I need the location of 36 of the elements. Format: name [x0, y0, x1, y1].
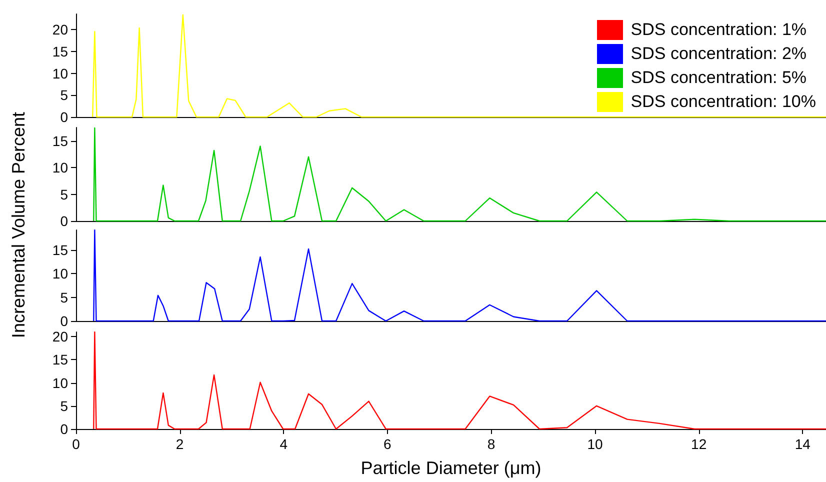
y-tick-label: 15: [52, 352, 68, 368]
y-tick-label: 10: [52, 160, 68, 176]
legend-label: SDS concentration: 1%: [630, 20, 807, 40]
line-series: [93, 331, 826, 430]
y-tick-label: 15: [52, 44, 68, 60]
y-tick-label: 20: [52, 22, 68, 38]
line-series: [92, 14, 826, 118]
y-tick-label: 0: [60, 313, 68, 329]
y-tick-label: 10: [52, 65, 68, 82]
line-series: [93, 229, 826, 322]
x-axis-title: Particle Diameter (μm): [360, 458, 542, 478]
x-tick-label: 4: [280, 436, 288, 452]
y-tick-label: 15: [52, 132, 68, 149]
x-tick-label: 14: [794, 436, 811, 452]
y-tick-label: 15: [52, 242, 68, 258]
x-tick-label: 10: [587, 436, 604, 452]
y-tick-label: 5: [60, 186, 68, 202]
y-tick-label: 10: [52, 374, 68, 391]
y-tick-label: 0: [60, 213, 68, 229]
legend-label: SDS concentration: 2%: [630, 44, 807, 64]
x-tick-label: 8: [487, 436, 496, 452]
legend-label: SDS concentration: 10%: [630, 92, 816, 112]
legend-label: SDS concentration: 5%: [630, 68, 807, 88]
y-tick-label: 5: [60, 87, 68, 104]
x-tick-label: 12: [691, 436, 707, 452]
x-tick-label: 0: [72, 436, 80, 452]
x-tick-label: 6: [384, 436, 392, 452]
y-tick-label: 20: [52, 328, 68, 345]
y-axis-title: Incremental Volume Percent: [8, 112, 30, 338]
y-tick-label: 10: [52, 266, 68, 282]
x-tick-label: 2: [176, 436, 184, 452]
y-tick-label: 5: [60, 398, 68, 414]
line-series: [93, 127, 826, 222]
y-tick-label: 0: [60, 109, 68, 125]
y-tick-label: 5: [60, 289, 68, 306]
y-tick-label: 0: [60, 421, 68, 437]
